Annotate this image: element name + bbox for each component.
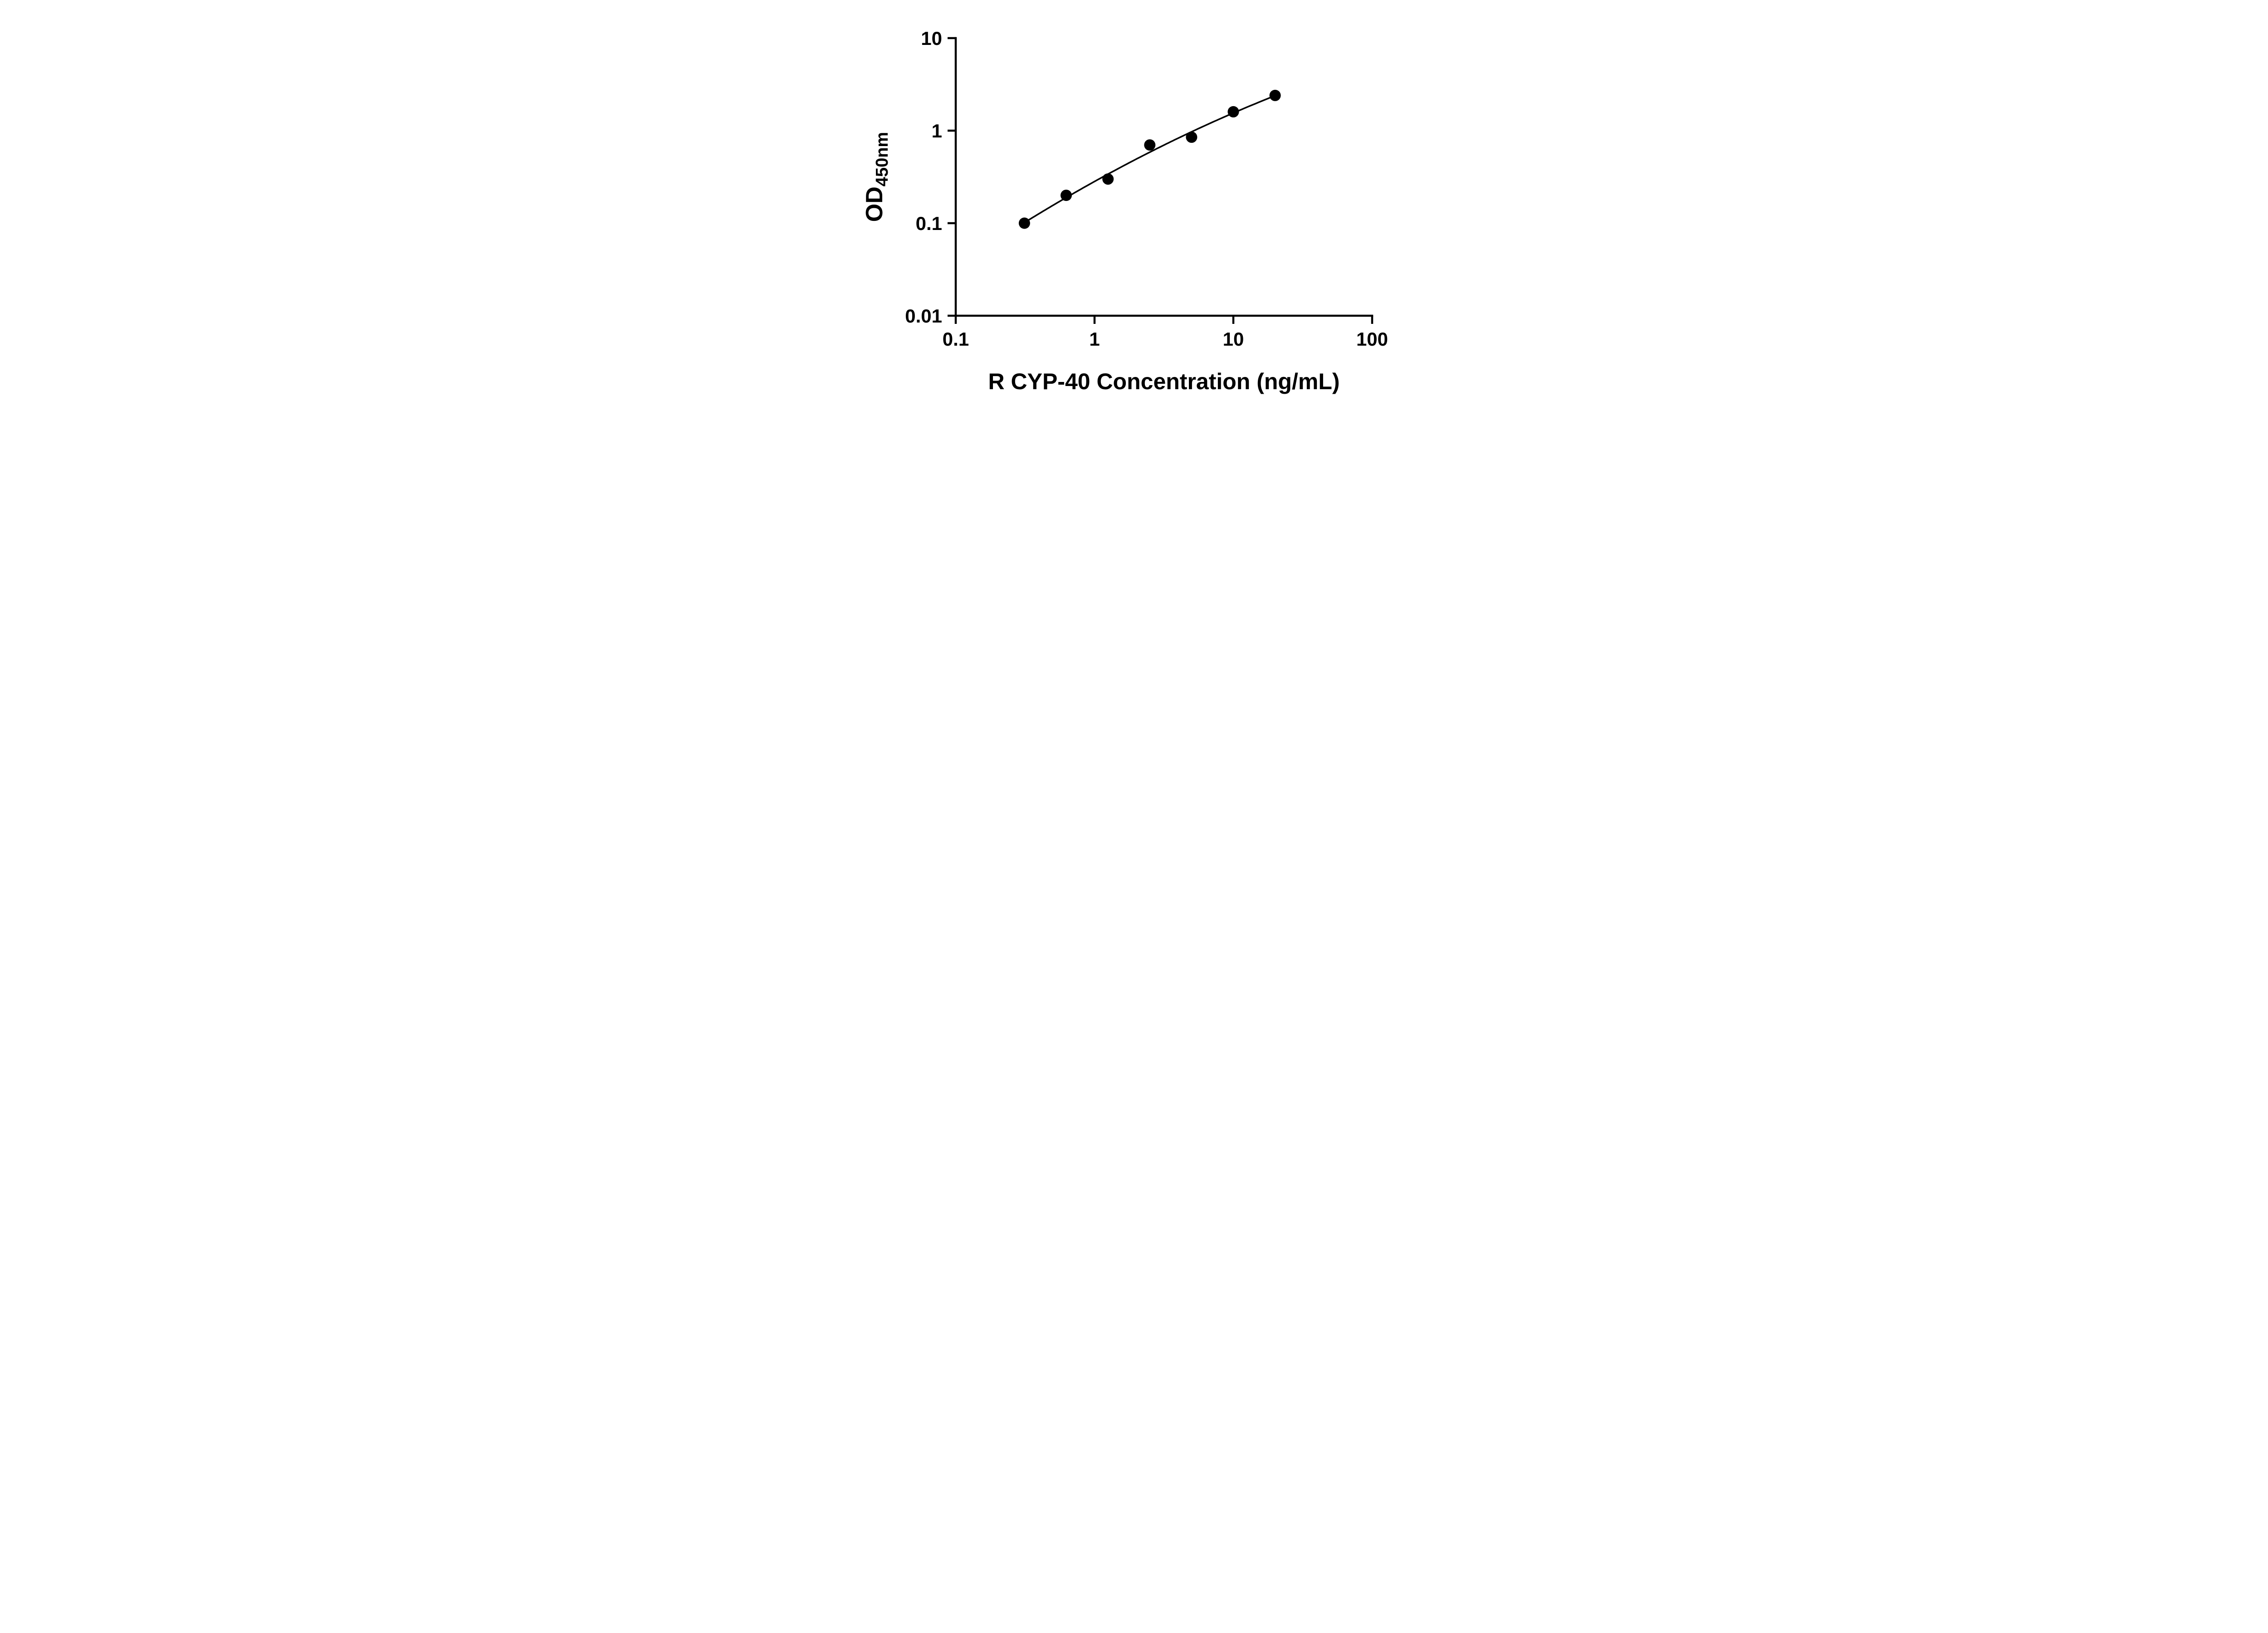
standard-curve-chart: 0.1 1 10 100 0.01 0.1 1 10 R CYP-40 Concentrati…: [842, 0, 1426, 408]
y-axis-title-main: OD: [861, 186, 888, 222]
x-tick-label: 100: [1356, 328, 1388, 350]
data-point: [1144, 139, 1156, 151]
y-axis-title-sub: 450nm: [873, 132, 892, 186]
data-point: [1186, 131, 1198, 143]
tick-marks: [948, 37, 1374, 324]
x-axis-title: R CYP-40 Concentration (ng/mL): [988, 369, 1339, 394]
axis-lines: [954, 37, 1374, 317]
data-point: [1018, 217, 1030, 229]
x-tick-label: 10: [1223, 328, 1244, 350]
x-tick-label: 1: [1089, 328, 1100, 350]
y-tick-label: 0.1: [916, 213, 942, 234]
y-axis-title: OD450nm: [861, 132, 892, 222]
y-tick-label: 1: [932, 120, 942, 142]
y-tick-label: 10: [921, 28, 942, 49]
axes: [954, 37, 1374, 317]
data-point: [1269, 89, 1281, 101]
data-point: [1061, 190, 1072, 201]
data-point: [1102, 173, 1114, 185]
data-points: [1018, 89, 1281, 229]
x-tick-label: 0.1: [943, 328, 969, 350]
data-point: [1227, 106, 1239, 117]
y-tick-label: 0.01: [905, 305, 942, 327]
